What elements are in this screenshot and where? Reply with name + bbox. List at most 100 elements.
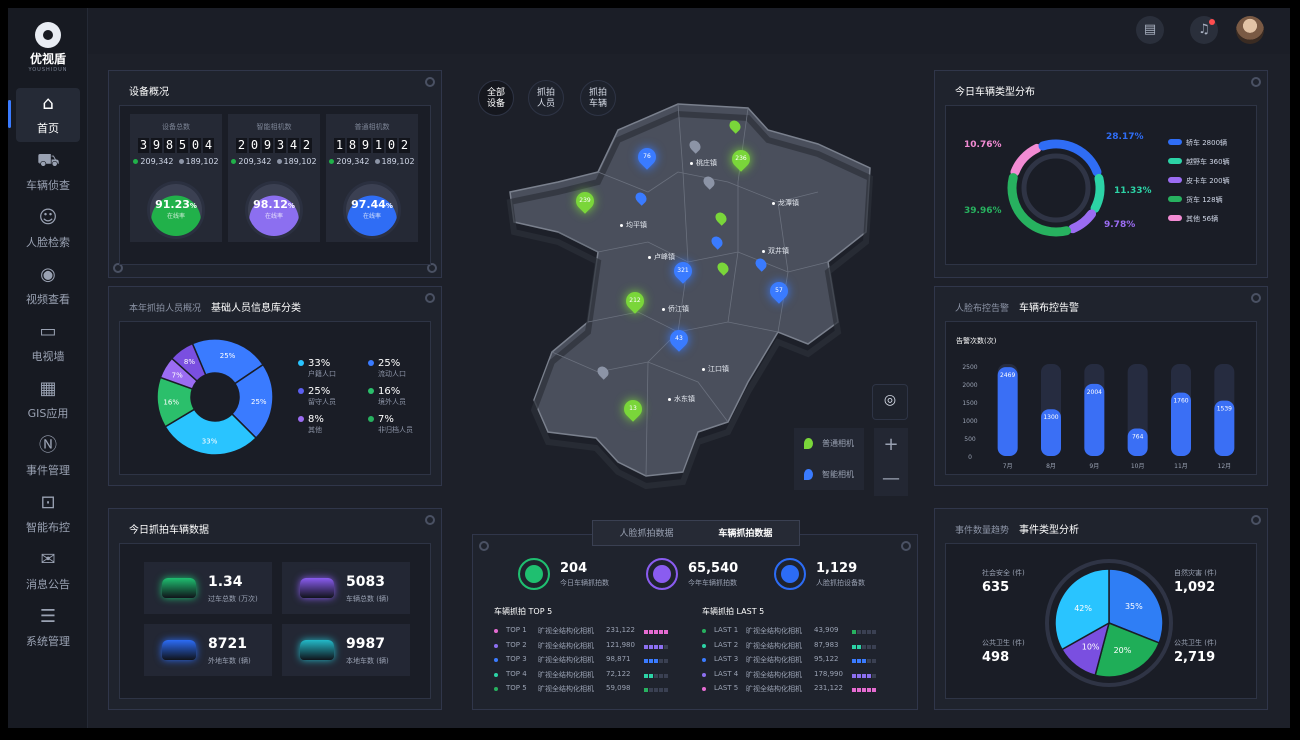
capture-kpi: 204 今日车辆抓拍数 [518, 558, 638, 592]
x-tick-label: 8月 [1046, 463, 1056, 470]
kpi-label: 今年车辆抓拍数 [688, 579, 737, 587]
rank-value: 95,122 [814, 655, 839, 663]
bar[interactable] [1127, 428, 1148, 456]
y-tick-label: 2500 [962, 364, 977, 371]
map-pin-icon[interactable]: 76 [634, 144, 660, 170]
rank-value: 43,909 [814, 626, 839, 634]
online-dot-icon [133, 159, 139, 164]
vehicle-type-legend-label: 轿车 2800辆 [1186, 139, 1228, 147]
vehicle-type-segment[interactable] [1007, 173, 1072, 237]
digit: 0 [190, 138, 201, 153]
rank-label: TOP 2 [506, 640, 527, 649]
vehicle-type-segment[interactable] [1090, 173, 1105, 213]
vehicle-stat-value: 5083 [346, 574, 385, 590]
map-pin-icon[interactable]: 57 [766, 278, 792, 304]
town-label: 均平镇 [620, 220, 647, 230]
event-item-label: 公共卫生 (件) [1174, 639, 1217, 647]
device-overview-panel: 设备概况 设备总数 3 9 8 5 0 4 209,342 189,102 91.23% 在线率 智能… [108, 70, 442, 278]
vehicle-type-segment[interactable] [1068, 209, 1097, 234]
locate-icon[interactable]: ◎ [872, 384, 908, 420]
nav-item-2[interactable]: ☺ 人脸检索 [16, 202, 80, 256]
map-pin-icon[interactable]: 13 [620, 396, 646, 422]
digit: 2 [236, 138, 247, 153]
map-pin-count: 239 [579, 197, 591, 204]
digit: 1 [373, 138, 384, 153]
bar[interactable] [1084, 383, 1105, 456]
vehicle-panel: 今日抓拍车辆数据 1.34 过车总数 (万次) 5083 车辆总数 (辆) 8721 外地… [108, 508, 442, 710]
nav-item-1[interactable]: ⛟ 车辆侦查 [16, 145, 80, 199]
kpi-icon [518, 558, 550, 590]
rank-label: TOP 5 [506, 684, 527, 692]
y-tick-label: 0 [968, 454, 972, 461]
nav-label: 视频查看 [26, 293, 70, 306]
bar[interactable] [1041, 409, 1061, 456]
nav-item-4[interactable]: ▭ 电视墙 [16, 316, 80, 370]
digit: 3 [275, 138, 286, 153]
map-pin-icon[interactable]: 239 [572, 188, 598, 214]
bar[interactable] [997, 367, 1018, 456]
people-slice[interactable] [170, 342, 207, 383]
tab-vehicle-capture[interactable]: 车辆抓拍数据 [718, 529, 773, 539]
rank-camera-name: 旷视全结构化相机 [538, 656, 594, 664]
vehicle-type-segment[interactable] [1010, 143, 1042, 177]
camera-legend-label: 智能相机 [822, 470, 854, 479]
nav-item-8[interactable]: ✉ 消息公告 [16, 544, 80, 598]
legend-swatch-icon [1168, 196, 1182, 202]
zoom-out-button[interactable]: — [874, 462, 908, 496]
people-legend-label: 其他 [308, 426, 322, 434]
town-label: 双井镇 [762, 246, 789, 256]
rank-label: LAST 5 [714, 684, 739, 692]
bar[interactable] [1171, 392, 1191, 456]
rank-label: LAST 3 [714, 655, 739, 663]
nav-item-6[interactable]: Ⓝ 事件管理 [16, 430, 80, 484]
rank-row: LAST 3 旷视全结构化相机 95,122 [702, 655, 902, 669]
alarm-bar-chart: 0 500 1000 1500 2000 2500 2469 7月 1300 8月 2004 9月 76… [962, 364, 1235, 470]
people-slice-label: 25% [251, 398, 267, 406]
vehicle-type-legend-item: 越野车 360辆 [1168, 157, 1230, 167]
map-pin-icon[interactable]: 236 [728, 146, 754, 172]
car-icon [300, 578, 334, 598]
vehicle-type-title: 今日车辆类型分布 [955, 87, 1035, 98]
offline-count: 189,102 [381, 157, 415, 166]
map-pin-count: 236 [735, 155, 747, 162]
camera-legend-label: 普通相机 [822, 439, 854, 448]
event-slice-label: 20% [1114, 646, 1132, 655]
map-filter-button[interactable]: 抓拍 人员 [528, 80, 564, 116]
map-filter-button[interactable]: 抓拍 车辆 [580, 80, 616, 116]
nav-item-7[interactable]: ⊡ 智能布控 [16, 487, 80, 541]
online-rate-value: 97.44 [351, 198, 386, 211]
event-slice[interactable] [1054, 568, 1111, 651]
vehicle-type-segment[interactable] [1038, 139, 1102, 177]
kpi-icon [774, 558, 806, 590]
corner-icon [113, 263, 123, 273]
online-rate-unit: % [385, 202, 393, 210]
digit: 1 [334, 138, 345, 153]
rank-bar-cell [644, 688, 648, 692]
people-slice[interactable] [164, 408, 258, 456]
rank-bar-cell [664, 673, 668, 678]
bell-icon[interactable]: ♫ [1190, 16, 1218, 44]
app-subname: YOUSHIDUN [28, 67, 68, 73]
clipboard-icon[interactable]: ▤ [1136, 16, 1164, 44]
zoom-in-button[interactable]: + [874, 428, 908, 462]
district-map[interactable] [478, 82, 938, 502]
nav-item-5[interactable]: ▦ GIS应用 [16, 373, 80, 427]
map-pin-icon[interactable]: 43 [666, 326, 692, 352]
event-item: 社会安全 (件) 635 [982, 568, 1025, 595]
avatar[interactable] [1236, 16, 1264, 44]
online-rate-note: 在线率 [264, 213, 283, 220]
nav-item-3[interactable]: ◉ 视频查看 [16, 259, 80, 313]
rank-bar [644, 628, 669, 636]
rank-bar-cell [659, 659, 663, 663]
rank-bar-cell [659, 673, 663, 678]
town-label: 江口镇 [702, 364, 729, 374]
map-pin-icon[interactable]: 212 [622, 288, 648, 314]
tab-face-capture[interactable]: 人脸抓拍数据 [619, 529, 674, 539]
rank-value: 87,983 [814, 640, 839, 649]
top5-title: 车辆抓拍 TOP 5 [494, 607, 553, 616]
map-filter-button[interactable]: 全部 设备 [478, 80, 514, 116]
map-pin-icon[interactable]: 321 [670, 258, 696, 284]
nav-item-0[interactable]: ⌂ 首页 [8, 88, 80, 142]
nav-item-9[interactable]: ☰ 系统管理 [16, 601, 80, 655]
bar[interactable] [1214, 400, 1235, 456]
